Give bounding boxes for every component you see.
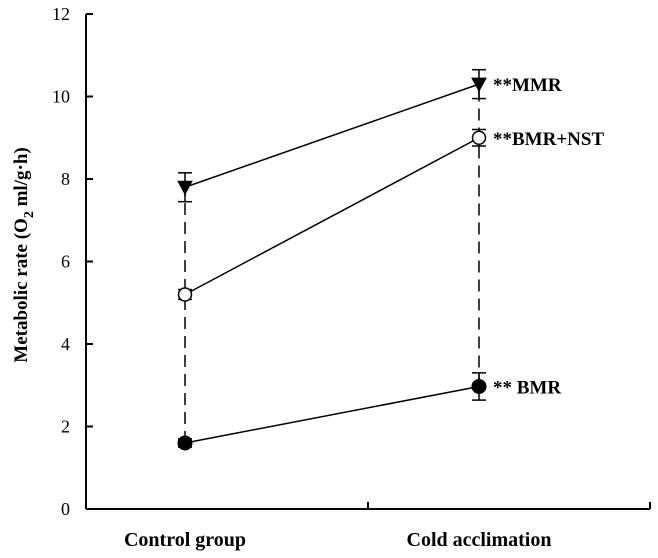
y-tick-label: 4 [61, 334, 70, 354]
category-labels: Control group Cold acclimation [124, 529, 552, 551]
y-tick-label: 6 [61, 252, 70, 272]
category-label: Cold acclimation [407, 529, 552, 551]
data-point [471, 77, 487, 93]
data-point [471, 378, 487, 394]
data-point [471, 130, 487, 145]
series-line [184, 137, 480, 296]
dashed-connectors [184, 84, 480, 443]
y-tick-label: 10 [52, 87, 70, 107]
y-axis-title: Metabolic rate (O2 ml/g·h) [11, 147, 37, 362]
category-label: Control group [124, 529, 246, 551]
y-tick-label: 12 [52, 4, 70, 24]
y-tick-label: 0 [61, 499, 70, 519]
y-ticks: 0 2 4 6 8 10 12 [52, 4, 651, 519]
data-point [177, 180, 193, 196]
error-bars [178, 68, 486, 448]
series-lines [184, 83, 480, 444]
series-line [184, 83, 480, 188]
series-labels: **MMR **BMR+NST ** BMR [493, 75, 604, 398]
data-point [177, 435, 193, 451]
y-tick-label: 8 [61, 169, 70, 189]
data-point [177, 287, 193, 302]
series-label: **MMR [493, 75, 562, 96]
y-tick-label: 2 [61, 417, 70, 437]
series-label: ** BMR [493, 377, 561, 398]
markers [177, 77, 487, 451]
series-label: **BMR+NST [493, 129, 604, 150]
axes [85, 14, 650, 510]
series-line [184, 385, 480, 444]
